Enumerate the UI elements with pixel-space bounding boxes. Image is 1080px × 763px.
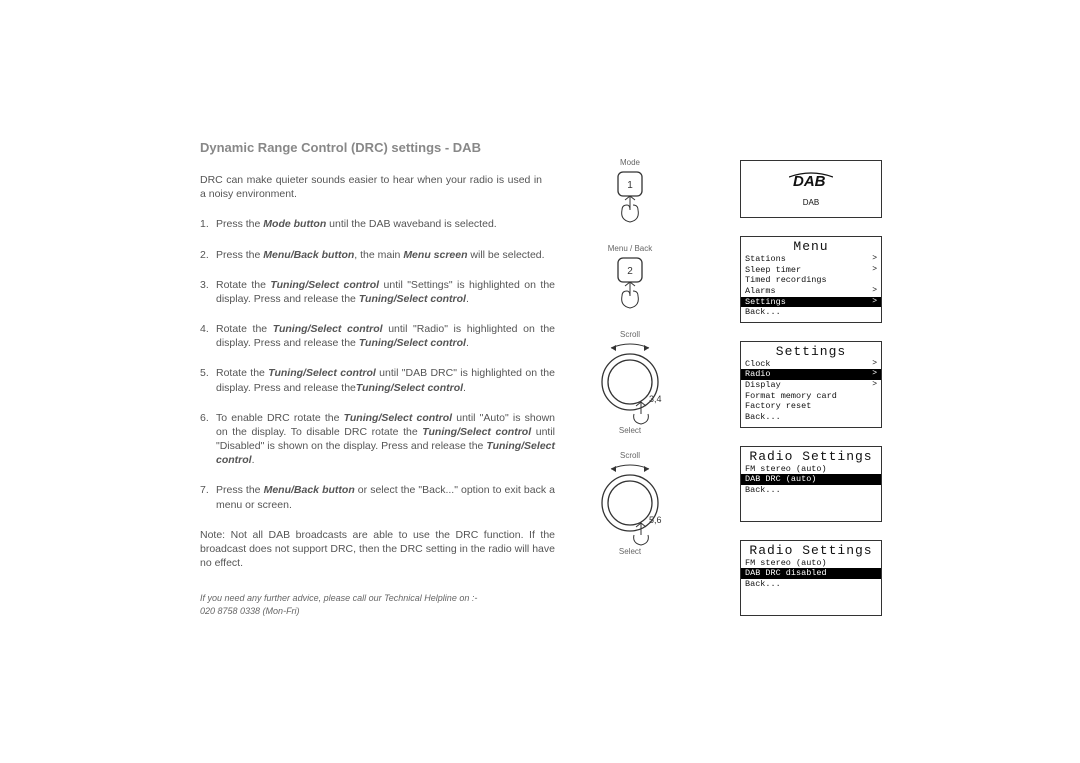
svg-text:3,4: 3,4 bbox=[649, 394, 662, 404]
screen-row: DAB DRC (auto) bbox=[741, 474, 881, 485]
note-paragraph: Note: Not all DAB broadcasts are able to… bbox=[200, 528, 555, 571]
screen-row: Stations> bbox=[741, 254, 881, 265]
screen-row: DAB DRC disabled bbox=[741, 568, 881, 579]
mode-number: 1 bbox=[627, 180, 633, 191]
screen-row: Display> bbox=[741, 380, 881, 391]
radio-settings-title-1: Radio Settings bbox=[741, 447, 881, 464]
screen-row: FM stereo (auto) bbox=[741, 464, 881, 475]
screen-row: Timed recordings bbox=[741, 275, 881, 286]
svg-text:5,6: 5,6 bbox=[649, 515, 662, 525]
instruction-step: 6.To enable DRC rotate the Tuning/Select… bbox=[200, 411, 555, 468]
screen-row: Back... bbox=[741, 412, 881, 423]
screen-row: Format memory card bbox=[741, 391, 881, 402]
screen-row: Clock> bbox=[741, 359, 881, 370]
screen-row: Sleep timer> bbox=[741, 265, 881, 276]
screen-row: FM stereo (auto) bbox=[741, 558, 881, 569]
menu-back-label: Menu / Back bbox=[580, 244, 680, 253]
intro-paragraph: DRC can make quieter sounds easier to he… bbox=[200, 173, 542, 201]
dial-icon-1: 3,4 bbox=[591, 342, 669, 426]
button-diagrams-column: Mode 1 Menu / Back 2 Scroll 3,4 Select S… bbox=[580, 158, 680, 572]
dab-caption: DAB bbox=[803, 198, 819, 207]
screen-row bbox=[741, 495, 881, 506]
screen-row: Factory reset bbox=[741, 401, 881, 412]
screen-row bbox=[741, 590, 881, 601]
menu-screen: Menu Stations>Sleep timer>Timed recordin… bbox=[740, 236, 882, 323]
radio-settings-screen-1: Radio Settings FM stereo (auto)DAB DRC (… bbox=[740, 446, 882, 522]
screen-row bbox=[741, 600, 881, 611]
svg-text:2: 2 bbox=[627, 266, 633, 277]
mode-button-icon: 1 bbox=[605, 170, 655, 228]
instruction-step: 5.Rotate the Tuning/Select control until… bbox=[200, 366, 555, 394]
screen-row: Alarms> bbox=[741, 286, 881, 297]
instruction-step: 1.Press the Mode button until the DAB wa… bbox=[200, 217, 555, 231]
dab-logo-icon: DAB bbox=[789, 172, 833, 195]
instruction-list: 1.Press the Mode button until the DAB wa… bbox=[200, 217, 555, 511]
menu-back-diagram: Menu / Back 2 bbox=[580, 244, 680, 314]
screen-row bbox=[741, 506, 881, 517]
screen-row: Radio> bbox=[741, 369, 881, 380]
instruction-step: 7.Press the Menu/Back button or select t… bbox=[200, 483, 555, 511]
dial-diagram-1: Scroll 3,4 Select bbox=[580, 330, 680, 435]
svg-text:DAB: DAB bbox=[793, 173, 826, 190]
radio-settings-title-2: Radio Settings bbox=[741, 541, 881, 558]
lcd-screens-column: DAB DAB Menu Stations>Sleep timer>Timed … bbox=[740, 160, 880, 634]
scroll-label-2: Scroll bbox=[580, 451, 680, 460]
screen-row: Back... bbox=[741, 579, 881, 590]
instruction-step: 3.Rotate the Tuning/Select control until… bbox=[200, 278, 555, 306]
instruction-step: 2.Press the Menu/Back button, the main M… bbox=[200, 248, 555, 262]
screen-row: Back... bbox=[741, 485, 881, 496]
radio-settings-screen-2: Radio Settings FM stereo (auto)DAB DRC d… bbox=[740, 540, 882, 616]
settings-screen: Settings Clock>Radio>Display>Format memo… bbox=[740, 341, 882, 428]
instruction-step: 4.Rotate the Tuning/Select control until… bbox=[200, 322, 555, 350]
menu-back-icon: 2 bbox=[605, 256, 655, 314]
select-label-2: Select bbox=[580, 547, 680, 556]
screen-row: Back... bbox=[741, 307, 881, 318]
select-label-1: Select bbox=[580, 426, 680, 435]
dial-diagram-2: Scroll 5,6 Select bbox=[580, 451, 680, 556]
dab-screen: DAB DAB bbox=[740, 160, 882, 218]
dial-icon-2: 5,6 bbox=[591, 463, 669, 547]
scroll-label-1: Scroll bbox=[580, 330, 680, 339]
menu-title: Menu bbox=[741, 237, 881, 254]
settings-title: Settings bbox=[741, 342, 881, 359]
mode-label: Mode bbox=[580, 158, 680, 167]
page-heading: Dynamic Range Control (DRC) settings - D… bbox=[200, 140, 880, 155]
screen-row: Settings> bbox=[741, 297, 881, 308]
mode-button-diagram: Mode 1 bbox=[580, 158, 680, 228]
